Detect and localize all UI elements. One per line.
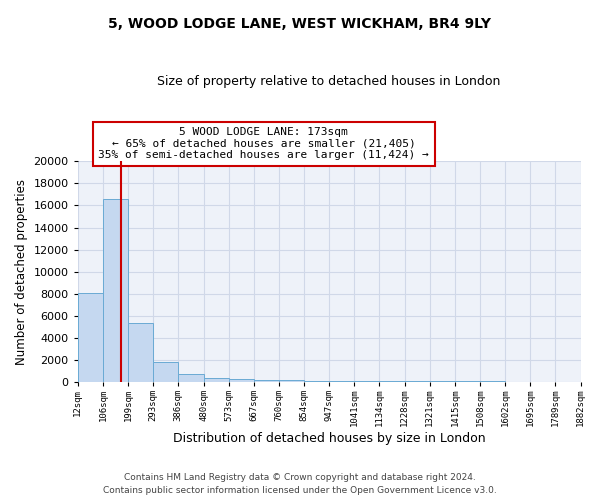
Bar — [229, 379, 254, 382]
Bar — [153, 362, 178, 382]
Bar — [203, 378, 229, 382]
Bar — [254, 380, 279, 382]
X-axis label: Distribution of detached houses by size in London: Distribution of detached houses by size … — [173, 432, 485, 445]
Bar — [304, 381, 329, 382]
Bar — [78, 292, 103, 382]
Bar — [279, 380, 304, 382]
Bar — [404, 381, 430, 382]
Text: 5 WOOD LODGE LANE: 173sqm
← 65% of detached houses are smaller (21,405)
35% of s: 5 WOOD LODGE LANE: 173sqm ← 65% of detac… — [98, 127, 429, 160]
Text: Contains HM Land Registry data © Crown copyright and database right 2024.
Contai: Contains HM Land Registry data © Crown c… — [103, 474, 497, 495]
Bar — [355, 381, 379, 382]
Text: 5, WOOD LODGE LANE, WEST WICKHAM, BR4 9LY: 5, WOOD LODGE LANE, WEST WICKHAM, BR4 9L… — [109, 18, 491, 32]
Title: Size of property relative to detached houses in London: Size of property relative to detached ho… — [157, 75, 501, 88]
Bar — [178, 374, 203, 382]
Bar — [379, 381, 404, 382]
Bar — [103, 199, 128, 382]
Bar — [329, 381, 355, 382]
Bar — [128, 324, 153, 382]
Y-axis label: Number of detached properties: Number of detached properties — [15, 178, 28, 364]
